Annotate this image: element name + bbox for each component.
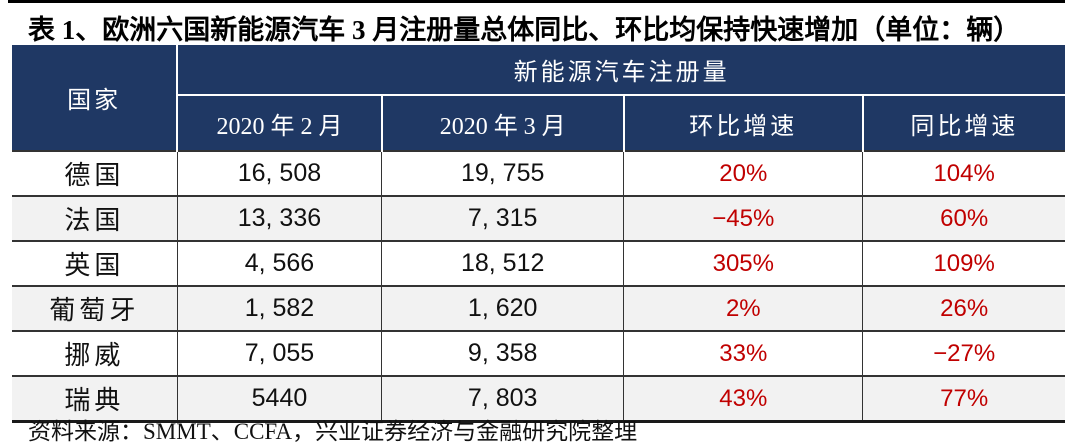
header-group-row: 国家 新能源汽车注册量: [12, 45, 1065, 151]
country-cell: 瑞典: [12, 375, 178, 423]
mar-2020-cell: 18, 512: [381, 240, 624, 286]
mom-growth-cell: 2%: [623, 285, 863, 331]
header-nev-registrations-group: 新能源汽车注册量: [177, 45, 1065, 96]
yoy-growth-cell: 60%: [862, 195, 1065, 241]
yoy-growth-cell: 77%: [862, 375, 1065, 423]
table-row-uk: 英国 4, 566 18, 512 305% 109%: [12, 240, 1065, 286]
table-header: 国家 新能源汽车注册量 2020 年 2 月 2020 年 3 月 环比增速 同…: [12, 45, 1065, 151]
table-body: 德国 16, 508 19, 755 20% 104% 法国 13, 336 7…: [12, 150, 1065, 423]
mom-growth-cell: −45%: [623, 195, 863, 241]
header-mar-2020: 2020 年 3 月: [380, 95, 624, 151]
header-country: 国家: [12, 45, 179, 151]
country-cell: 英国: [12, 240, 178, 286]
table-row-france: 法国 13, 336 7, 315 −45% 60%: [12, 195, 1065, 241]
mar-2020-cell: 9, 358: [381, 330, 624, 376]
yoy-growth-cell: 109%: [862, 240, 1065, 286]
country-cell: 法国: [12, 195, 178, 241]
mar-2020-cell: 19, 755: [381, 150, 624, 196]
country-cell: 葡萄牙: [12, 285, 178, 331]
feb-2020-cell: 13, 336: [176, 195, 382, 241]
source-note: 资料来源：SMMT、CCFA，兴业证券经济与金融研究院整理: [28, 419, 638, 444]
table-row-sweden: 瑞典 5440 7, 803 43% 77%: [12, 375, 1065, 423]
feb-2020-cell: 16, 508: [176, 150, 382, 196]
title-top-rule: [8, 0, 1065, 3]
mar-2020-cell: 7, 315: [381, 195, 624, 241]
yoy-growth-cell: 26%: [862, 285, 1065, 331]
table-row-portugal: 葡萄牙 1, 582 1, 620 2% 26%: [12, 285, 1065, 331]
header-yoy-growth: 同比增速: [861, 95, 1065, 151]
yoy-growth-cell: 104%: [862, 150, 1065, 196]
feb-2020-cell: 7, 055: [176, 330, 382, 376]
mar-2020-cell: 7, 803: [381, 375, 624, 423]
table-title: 表 1、欧洲六国新能源汽车 3 月注册量总体同比、环比均保持快速增加（单位：辆）: [28, 15, 1021, 45]
mom-growth-cell: 20%: [623, 150, 863, 196]
table-row-germany: 德国 16, 508 19, 755 20% 104%: [12, 150, 1065, 196]
header-mom-growth: 环比增速: [622, 95, 863, 151]
header-feb-2020: 2020 年 2 月: [177, 95, 382, 151]
feb-2020-cell: 4, 566: [176, 240, 382, 286]
table-row-norway: 挪威 7, 055 9, 358 33% −27%: [12, 330, 1065, 376]
mom-growth-cell: 33%: [623, 330, 863, 376]
nev-registration-table: 国家 新能源汽车注册量 2020 年 2 月 2020 年 3 月 环比增速 同…: [12, 45, 1065, 423]
header-sub-row: 2020 年 2 月 2020 年 3 月 环比增速 同比增速: [12, 95, 1065, 151]
country-cell: 挪威: [12, 330, 178, 376]
yoy-growth-cell: −27%: [862, 330, 1065, 376]
mom-growth-cell: 43%: [623, 375, 863, 423]
country-cell: 德国: [12, 150, 178, 196]
mar-2020-cell: 1, 620: [381, 285, 624, 331]
mom-growth-cell: 305%: [623, 240, 863, 286]
feb-2020-cell: 5440: [176, 375, 382, 423]
feb-2020-cell: 1, 582: [176, 285, 382, 331]
